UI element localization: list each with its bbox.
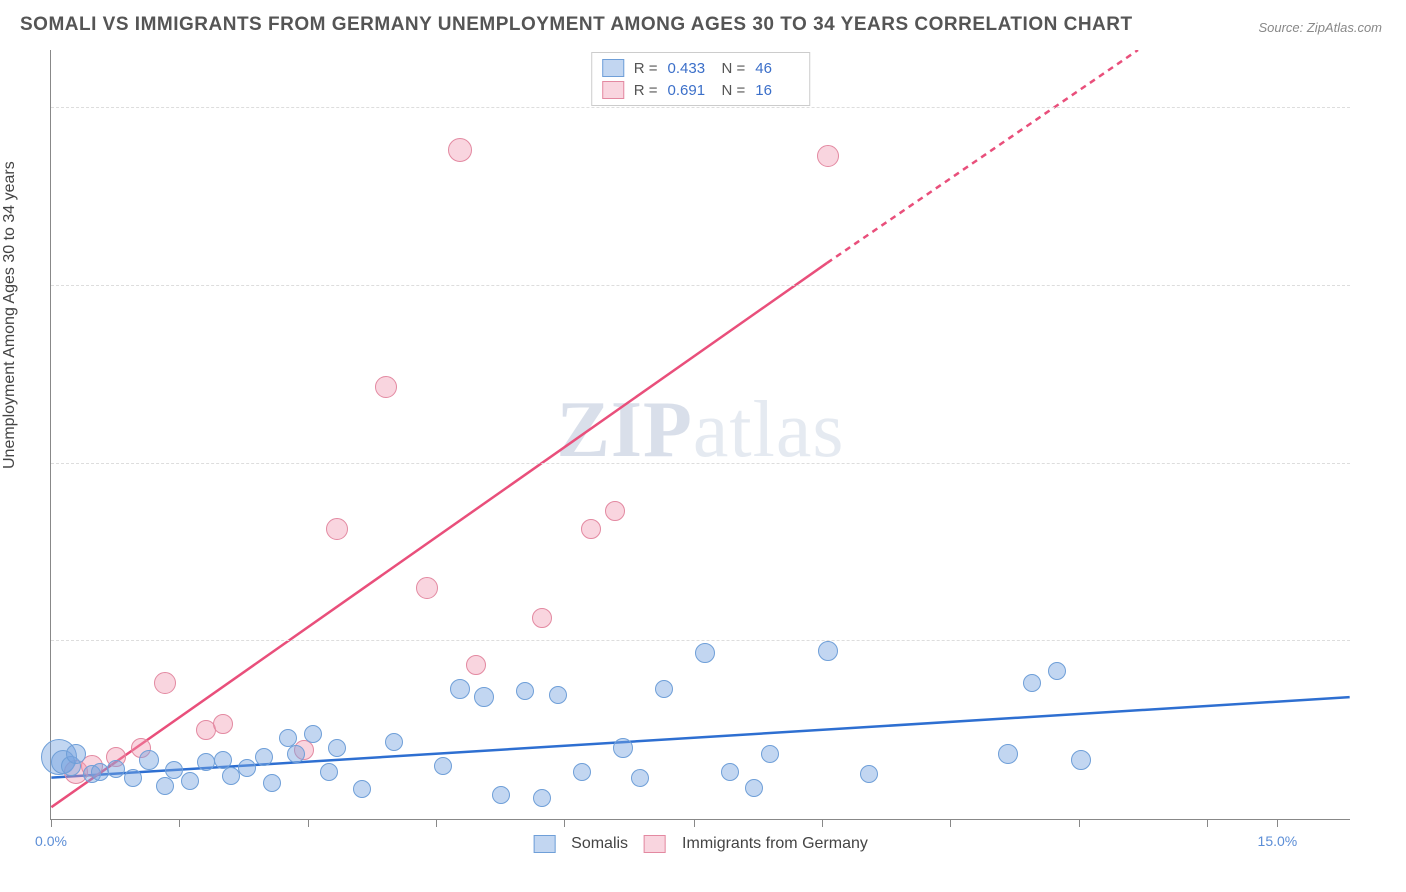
data-point-b [448,138,472,162]
data-point-b [605,501,625,521]
n-value-b: 16 [755,82,799,99]
data-point-a [492,786,510,804]
data-point-a [385,733,403,751]
data-point-a [761,745,779,763]
data-point-a [655,680,673,698]
data-point-a [549,686,567,704]
data-point-a [695,643,715,663]
data-point-a [818,641,838,661]
series-a-label: Somalis [571,835,628,853]
data-point-b [466,655,486,675]
swatch-series-a [602,59,624,77]
legend-series: Somalis Immigrants from Germany [533,835,868,853]
data-point-a [434,757,452,775]
data-point-a [613,738,633,758]
data-point-a [320,763,338,781]
data-point-a [1071,750,1091,770]
data-point-a [181,772,199,790]
swatch-series-b-bottom [644,835,666,853]
x-tick-label: 0.0% [35,833,67,849]
data-point-a [573,763,591,781]
data-point-a [165,761,183,779]
data-point-a [263,774,281,792]
data-point-b [532,608,552,628]
gridline [51,107,1350,108]
legend-stats-row-b: R = 0.691 N = 16 [602,79,800,101]
data-point-a [66,744,86,764]
data-point-a [516,682,534,700]
plot-area: ZIPatlas R = 0.433 N = 46 R = 0.691 N = … [50,50,1350,820]
trend-lines [51,50,1350,819]
data-point-a [860,765,878,783]
correlation-chart: SOMALI VS IMMIGRANTS FROM GERMANY UNEMPL… [0,0,1406,892]
legend-stats-row-a: R = 0.433 N = 46 [602,57,800,79]
data-point-a [533,789,551,807]
data-point-b [154,672,176,694]
gridline [51,285,1350,286]
x-tick-label: 15.0% [1258,833,1298,849]
data-point-a [222,767,240,785]
data-point-a [450,679,470,699]
data-point-a [721,763,739,781]
data-point-b [213,714,233,734]
data-point-b [326,518,348,540]
data-point-a [139,750,159,770]
x-tick [308,819,309,827]
data-point-b [581,519,601,539]
r-value-a: 0.433 [668,60,712,77]
x-tick [51,819,52,827]
x-tick [822,819,823,827]
data-point-b [375,376,397,398]
data-point-a [631,769,649,787]
data-point-b [817,145,839,167]
data-point-a [998,744,1018,764]
data-point-a [214,751,232,769]
x-tick [179,819,180,827]
source-label: Source: ZipAtlas.com [1258,20,1382,35]
data-point-a [238,759,256,777]
data-point-a [124,769,142,787]
y-axis-label: Unemployment Among Ages 30 to 34 years [1,161,19,469]
n-value-a: 46 [755,60,799,77]
data-point-a [474,687,494,707]
r-value-b: 0.691 [668,82,712,99]
x-tick [436,819,437,827]
data-point-b [416,577,438,599]
swatch-series-a-bottom [533,835,555,853]
legend-stats: R = 0.433 N = 46 R = 0.691 N = 16 [591,52,811,106]
data-point-a [255,748,273,766]
data-point-a [91,763,109,781]
data-point-a [328,739,346,757]
series-b-label: Immigrants from Germany [682,835,868,853]
x-tick [1079,819,1080,827]
data-point-a [287,745,305,763]
x-tick [1207,819,1208,827]
data-point-a [156,777,174,795]
data-point-a [353,780,371,798]
data-point-a [745,779,763,797]
data-point-a [1048,662,1066,680]
data-point-a [197,753,215,771]
gridline [51,463,1350,464]
chart-title: SOMALI VS IMMIGRANTS FROM GERMANY UNEMPL… [20,14,1133,36]
data-point-a [1023,674,1041,692]
x-tick [1277,819,1278,827]
x-tick [694,819,695,827]
x-tick [950,819,951,827]
x-tick [564,819,565,827]
gridline [51,640,1350,641]
swatch-series-b [602,81,624,99]
data-point-a [304,725,322,743]
data-point-a [107,760,125,778]
